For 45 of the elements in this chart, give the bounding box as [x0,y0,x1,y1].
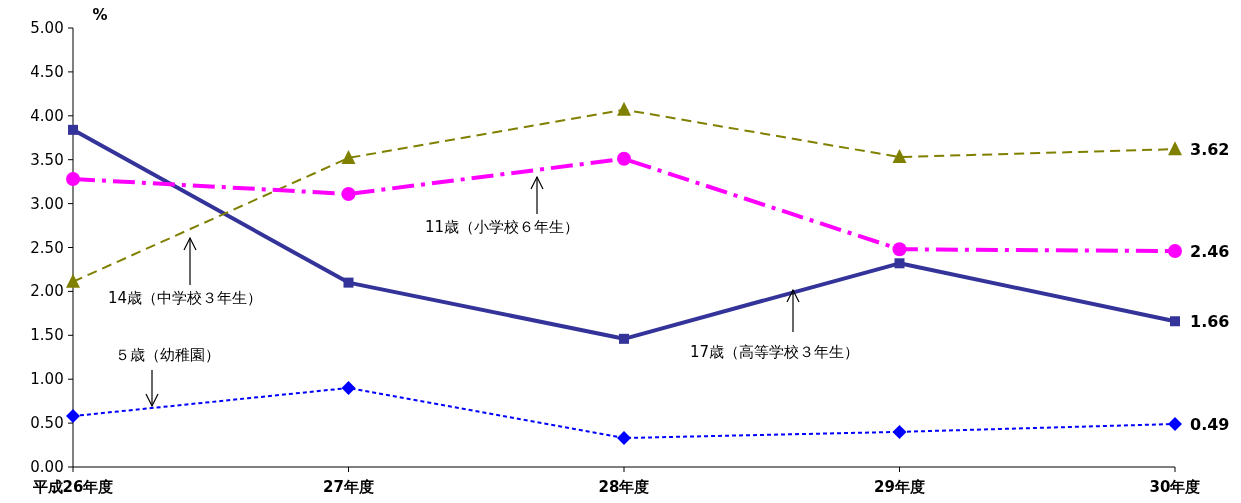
point [66,172,80,187]
point [617,101,631,116]
series-label: 17歳（高等学校３年生） [690,343,860,361]
point [1168,416,1182,431]
point [1168,141,1182,156]
text: ５歳（幼稚園） [115,346,220,364]
y-tick-label: 3.50 [30,150,64,169]
point [66,409,80,424]
point [617,431,631,446]
data-label: 2.46 [1190,242,1230,262]
data-label: 0.49 [1190,414,1230,434]
series-label: 14歳（中学校３年生） [108,289,263,307]
y-tick-label: 1.50 [30,326,64,345]
y-tick-label: 3.00 [30,194,64,213]
y-axis-title: % [92,6,108,24]
point [1168,244,1182,259]
y-tick-label: 4.00 [30,106,64,125]
x-tick-label: 30年度 [1149,478,1201,496]
point [892,149,907,164]
y-tick-label: 0.00 [30,458,64,476]
text: 11歳（小学校６年生） [425,218,580,236]
point [894,258,905,269]
data-label: 1.66 [1190,312,1230,332]
point [892,242,907,257]
y-tick-label: 1.00 [30,370,64,389]
point [66,273,80,288]
point [341,186,356,201]
point [341,149,356,164]
y-tick-label: 0.50 [30,414,64,433]
y-tick-label: 4.50 [30,62,64,81]
point [619,333,629,344]
data-label: 3.62 [1190,140,1230,160]
point [617,151,631,166]
y-tick-label: 2.00 [30,282,64,301]
y-tick-label: 2.50 [30,238,64,257]
x-tick-label: 28年度 [598,478,650,496]
point [343,277,354,288]
x-tick-label: 平成26年度 [31,478,114,496]
y-tick-label: 5.00 [30,19,64,37]
x-tick-label: 27年度 [323,478,374,496]
point [1170,316,1180,327]
point [68,124,78,135]
x-tick-label: 29年度 [874,478,925,496]
point [341,380,356,395]
point [892,424,907,439]
